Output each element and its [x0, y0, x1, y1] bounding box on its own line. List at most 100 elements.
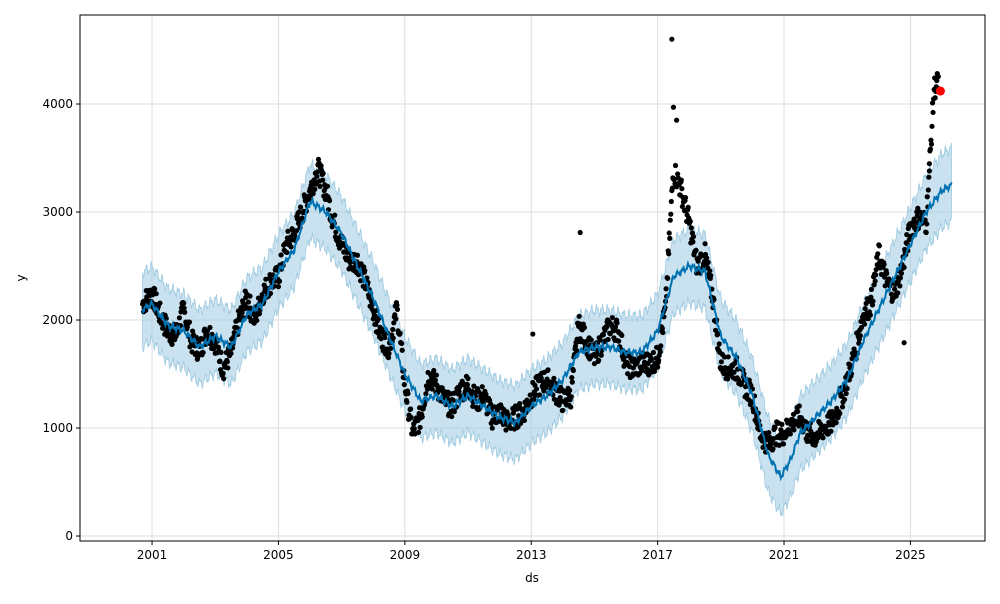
observed-point: [690, 239, 696, 245]
observed-point: [408, 406, 414, 412]
observed-point: [872, 278, 878, 284]
observed-point: [293, 228, 299, 234]
observed-point: [182, 309, 188, 315]
observed-point: [404, 399, 410, 405]
observed-point: [217, 358, 223, 364]
observed-point: [858, 324, 865, 331]
observed-point: [372, 313, 378, 319]
observed-point: [394, 306, 401, 312]
observed-point: [285, 228, 291, 234]
observed-point: [796, 403, 802, 409]
observed-point: [225, 365, 231, 371]
observed-point: [833, 420, 839, 426]
observed-point: [791, 427, 797, 433]
observed-point: [770, 446, 776, 452]
plot-frame: [79, 14, 986, 542]
observed-point: [450, 397, 456, 403]
observed-point: [568, 404, 574, 410]
observed-point: [901, 340, 907, 346]
observed-point: [679, 203, 685, 210]
observed-point: [669, 185, 675, 191]
observed-point: [181, 305, 187, 311]
observed-point: [570, 367, 576, 374]
observed-point: [868, 294, 874, 300]
observed-point: [314, 173, 320, 179]
observed-point: [843, 390, 849, 397]
observed-point: [868, 286, 875, 292]
observed-point: [567, 387, 573, 393]
observed-point: [390, 326, 396, 333]
observed-point: [390, 335, 396, 341]
observed-point: [837, 410, 843, 417]
y-axis-ticks: 0 1000 2000 3000 4000: [42, 97, 80, 543]
observed-point: [862, 305, 868, 312]
observed-point: [497, 418, 503, 424]
observed-point: [239, 310, 245, 316]
observed-point: [568, 394, 574, 400]
observed-point: [685, 204, 691, 210]
observed-point: [388, 345, 394, 352]
observed-point: [766, 430, 772, 436]
observed-point: [678, 177, 684, 183]
observed-point: [673, 117, 680, 123]
observed-point: [433, 372, 440, 378]
observed-point: [926, 161, 932, 167]
observed-point: [702, 241, 708, 247]
observed-point: [667, 235, 673, 241]
observed-point: [288, 244, 294, 250]
observed-point: [898, 270, 905, 276]
observed-point: [707, 268, 713, 274]
observed-point: [408, 414, 414, 421]
observed-point: [934, 77, 940, 84]
observed-point: [399, 340, 405, 347]
observed-point: [844, 385, 850, 392]
observed-point: [619, 332, 625, 339]
observed-point: [593, 353, 599, 359]
observed-point: [419, 414, 425, 420]
observed-point: [603, 324, 610, 330]
observed-point: [892, 286, 898, 292]
observed-point: [317, 183, 323, 189]
observed-point: [189, 328, 196, 334]
observed-point: [577, 229, 583, 236]
observed-point: [795, 408, 801, 415]
observed-point: [828, 428, 834, 434]
observed-point: [656, 357, 662, 364]
observed-point: [687, 219, 693, 225]
observed-point: [672, 162, 679, 169]
observed-point: [224, 359, 230, 365]
grid: [80, 15, 985, 541]
observed-point: [385, 355, 392, 361]
observed-point: [278, 252, 284, 258]
observed-point: [693, 247, 699, 253]
latest-point: [935, 86, 945, 96]
observed-point: [456, 388, 462, 395]
observed-point: [935, 74, 941, 80]
observed-point: [247, 293, 253, 299]
observed-point: [471, 383, 477, 389]
observed-point: [928, 141, 935, 147]
observed-point: [392, 312, 398, 318]
observed-point: [857, 333, 863, 339]
observed-point: [220, 370, 226, 376]
observed-point: [521, 417, 527, 424]
y-tick-label: 2000: [42, 313, 73, 327]
observed-point: [405, 390, 411, 397]
observed-point: [483, 391, 489, 397]
observed-point: [772, 424, 778, 431]
observed-point: [725, 354, 731, 360]
observed-point: [228, 350, 234, 357]
observed-point: [358, 278, 364, 284]
latest-point-marker: [935, 86, 945, 96]
observed-point: [650, 349, 657, 356]
x-axis-ticks: 2001 2005 2009 2013 2017 2021 2025: [137, 541, 926, 562]
observed-point: [895, 290, 901, 296]
observed-point: [432, 377, 438, 383]
observed-point: [665, 275, 671, 281]
y-tick-label: 1000: [42, 421, 73, 435]
observed-point: [296, 209, 302, 215]
observed-point: [488, 401, 494, 407]
observed-point: [716, 341, 722, 347]
observed-point: [612, 324, 619, 330]
observed-point: [625, 371, 631, 377]
